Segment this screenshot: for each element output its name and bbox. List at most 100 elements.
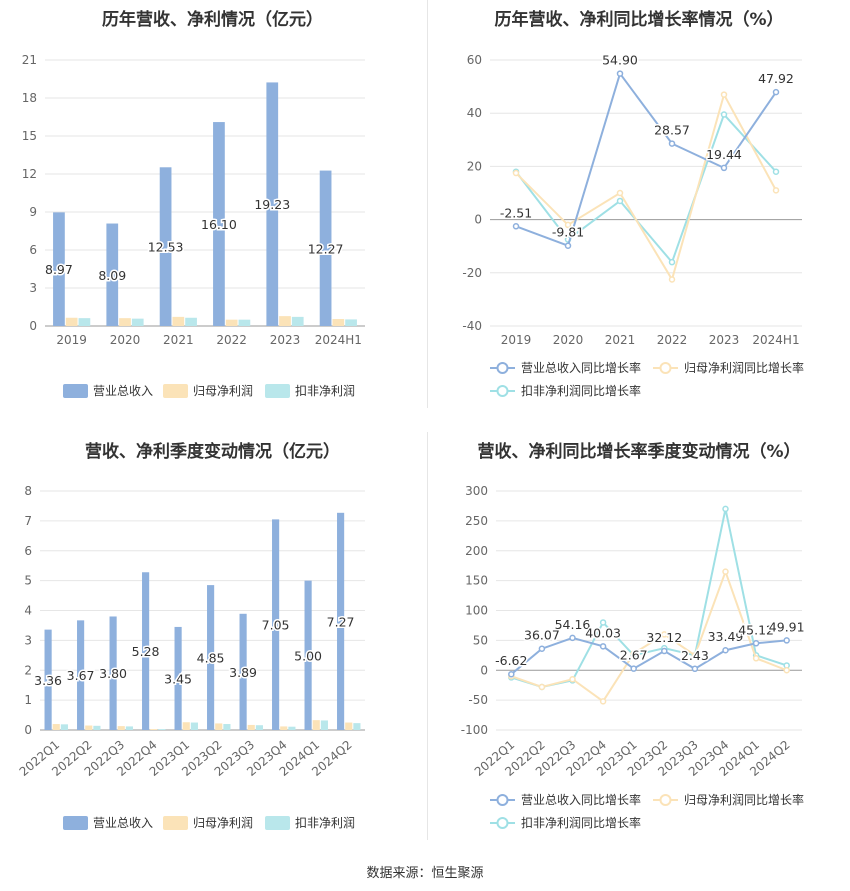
y-tick-label: 300 [465, 484, 488, 498]
legend-marker [659, 794, 672, 806]
y-tick-label: 40 [467, 106, 482, 120]
data-point [720, 91, 728, 98]
y-tick-label: 21 [22, 53, 37, 67]
data-label: 47.92 [758, 71, 794, 86]
data-label: 28.57 [654, 123, 690, 138]
bar [85, 725, 93, 730]
legend-label: 归母净利润同比增长率 [684, 360, 804, 375]
quarterly-growth-panel: 营收、净利同比增长率季度变动情况（%） -100 -50 0 50 100 150 200 2… [428, 430, 850, 850]
x-tick-label: 2022 [657, 333, 688, 347]
data-label: 3.80 [99, 666, 127, 681]
bar [106, 223, 119, 326]
bar [78, 318, 91, 326]
x-tick-label: 2022 [216, 333, 247, 347]
legend-label: 营业总收入 [93, 816, 153, 830]
bar [142, 572, 150, 730]
data-point [772, 88, 780, 96]
data-point [691, 652, 699, 659]
bar [44, 629, 52, 730]
data-point [720, 111, 728, 118]
x-tick-label: 2020 [553, 333, 584, 347]
data-point [722, 568, 729, 575]
bar [345, 722, 353, 730]
data-point [616, 189, 624, 197]
bar [159, 167, 172, 326]
legend-marker [496, 385, 509, 397]
annual-bar-panel: 历年营收、净利情况（亿元） 0 3 6 9 12 15 18 21 2019 2020 2021 20… [0, 0, 425, 408]
bar [182, 722, 190, 730]
y-tick-label: 0 [474, 213, 482, 227]
bar [332, 319, 345, 326]
bar [291, 316, 304, 326]
data-point [599, 698, 607, 705]
bar [266, 82, 279, 326]
data-label: -6.62 [495, 653, 527, 668]
bar [207, 585, 215, 730]
legend-swatch [163, 816, 188, 830]
x-tick-label: 2023 [709, 333, 740, 347]
bar [255, 725, 263, 730]
data-point [772, 187, 780, 194]
bar [272, 519, 280, 730]
bar [52, 724, 60, 730]
bar [215, 723, 223, 730]
series-line [510, 636, 787, 675]
data-label: 7.27 [327, 614, 355, 629]
y-tick-label: 3 [29, 281, 37, 295]
data-point [668, 276, 676, 283]
legend-label: 营业总收入同比增长率 [521, 360, 641, 375]
legend-label: 营业总收入 [93, 384, 153, 398]
y-tick-label: 50 [473, 633, 488, 647]
y-tick-label: 200 [465, 544, 488, 558]
x-tick-label: 2024H1 [315, 333, 362, 347]
y-tick-label: 1 [24, 693, 32, 707]
bar [60, 724, 68, 730]
legend-marker [496, 817, 509, 829]
data-point [722, 646, 729, 654]
y-tick-label: 6 [24, 544, 32, 558]
annual-growth-chart: -40 -20 0 20 40 60 2019 2020 2021 2022 2023 2024H1 -… [462, 51, 804, 398]
data-label: 12.53 [148, 240, 184, 255]
x-tick-label: 2021 [605, 333, 636, 347]
y-tick-label: -40 [462, 319, 482, 333]
bar [117, 726, 125, 730]
y-tick-label: 150 [465, 574, 488, 588]
data-label: 5.00 [294, 648, 322, 663]
bar [77, 620, 85, 730]
bar [238, 319, 251, 326]
bar [158, 729, 166, 730]
legend-label: 归母净利润 [193, 384, 253, 398]
legend-swatch [163, 384, 188, 398]
data-label: 3.45 [164, 671, 192, 686]
y-tick-label: -20 [462, 266, 482, 280]
legend-marker [496, 362, 509, 374]
quarterly-bar-chart: 0123456782022Q12022Q22022Q32022Q42023Q12… [17, 484, 365, 830]
data-label: 32.12 [646, 630, 682, 645]
data-source: 数据来源：恒生聚源 [366, 866, 484, 881]
bar [93, 725, 101, 730]
y-tick-label: 0 [480, 663, 488, 677]
legend-swatch [265, 816, 290, 830]
y-tick-label: 15 [22, 129, 37, 143]
data-label: 7.05 [262, 618, 290, 633]
y-tick-label: 12 [22, 167, 37, 181]
data-point [752, 640, 760, 647]
data-point [668, 258, 676, 266]
data-label: 40.03 [585, 625, 621, 640]
data-point [564, 221, 572, 229]
data-point [569, 675, 576, 683]
legend-marker [659, 362, 672, 374]
annual-growth-title: 历年营收、净利同比增长率情况（%） [494, 10, 784, 30]
legend-label: 归母净利润 [193, 816, 253, 830]
data-label: 16.10 [201, 217, 237, 232]
bar [109, 616, 117, 730]
bar [279, 316, 291, 326]
data-label: 8.97 [45, 262, 73, 277]
bar [65, 317, 78, 326]
x-tick-label: 2020 [110, 333, 141, 347]
data-point [630, 665, 637, 672]
data-point [772, 168, 780, 175]
annual-bar-chart: 0 3 6 9 12 15 18 21 2019 2020 2021 2022 2023 2024H1 8.… [22, 53, 365, 398]
data-label: 49.91 [769, 619, 805, 634]
bar [247, 724, 255, 730]
